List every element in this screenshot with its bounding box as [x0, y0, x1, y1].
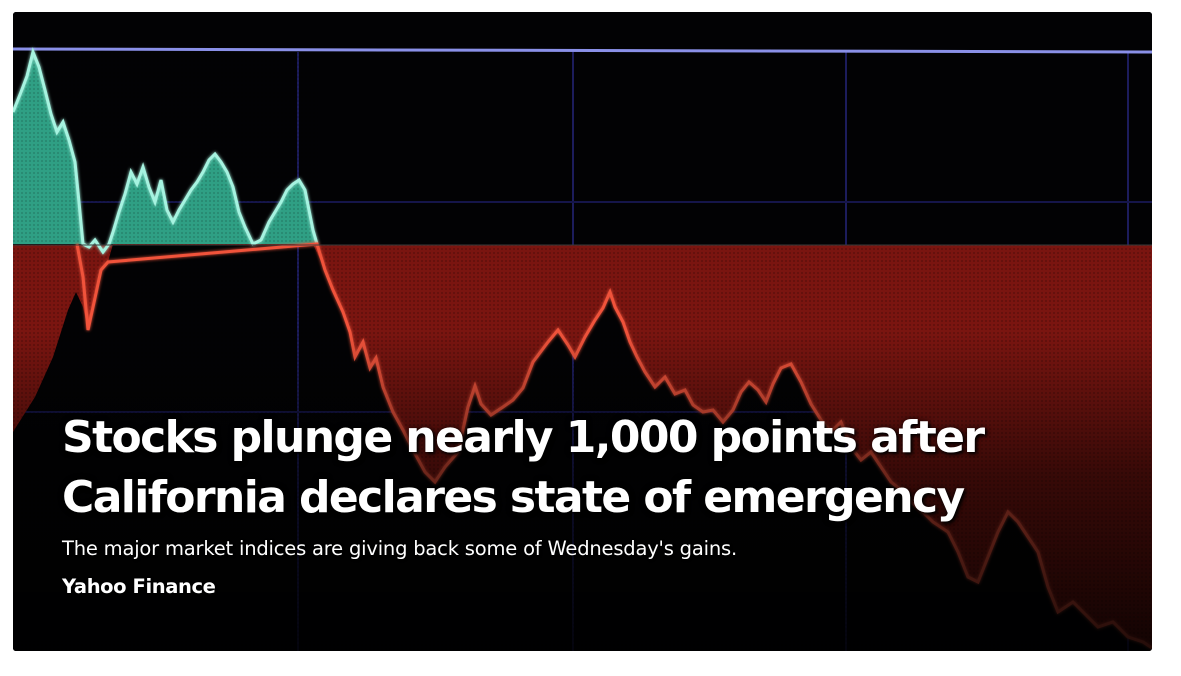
headline-line-2: California declares state of emergency — [62, 472, 965, 523]
news-story-card[interactable]: Stocks plunge nearly 1,000 points after … — [13, 12, 1152, 651]
story-source: Yahoo Finance — [62, 575, 216, 598]
headline-line-1: Stocks plunge nearly 1,000 points after — [62, 412, 985, 463]
story-summary: The major market indices are giving back… — [62, 537, 737, 560]
story-text: Stocks plunge nearly 1,000 points after … — [62, 408, 1042, 600]
story-headline[interactable]: Stocks plunge nearly 1,000 points after … — [62, 408, 1042, 528]
